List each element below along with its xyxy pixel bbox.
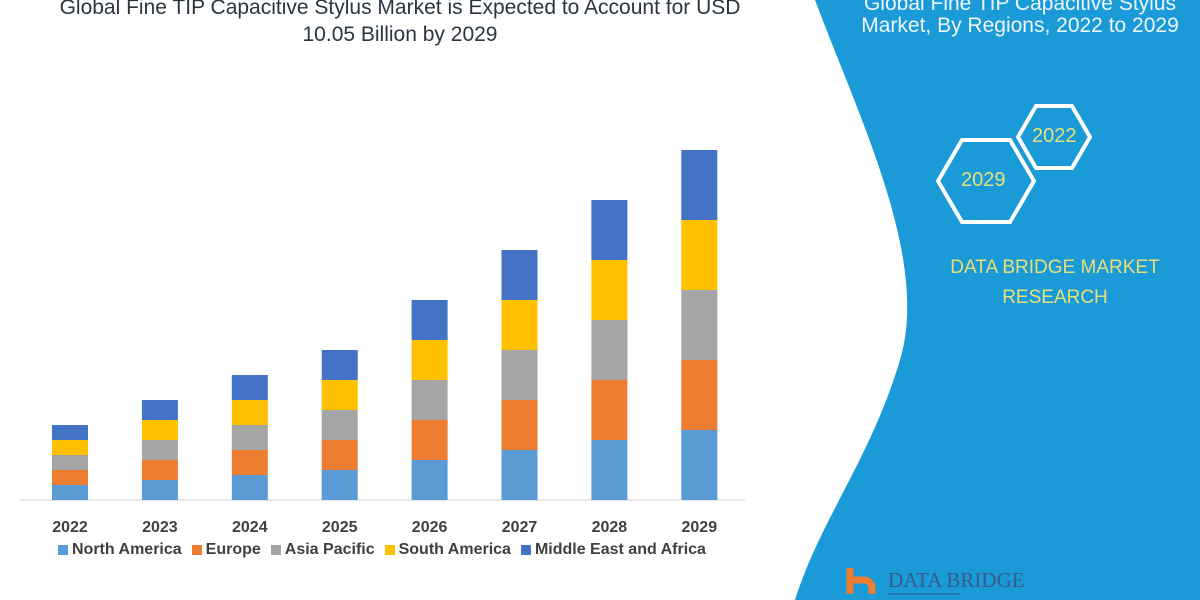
blue-side-panel: [795, 0, 1200, 600]
bar-segment: [411, 460, 448, 500]
legend-item: Asia Pacific: [270, 541, 375, 559]
legend-item: Middle East and Africa: [520, 541, 706, 559]
legend-label: South America: [398, 541, 511, 558]
legend-item: South America: [384, 541, 511, 559]
bar-segment: [681, 290, 718, 360]
logo-text: DATA BRIDGE: [888, 568, 1025, 592]
plot-area: 2022 2023 2024 2025 2026 2027 2028 2029: [20, 150, 745, 536]
bar-segment: [231, 450, 268, 475]
bar-segment: [321, 440, 358, 470]
brand-line2: RESEARCH: [1002, 287, 1108, 308]
legend-swatch: [384, 545, 395, 555]
bar-segment: [411, 340, 448, 380]
bar-segment: [411, 300, 448, 340]
legend: North America Europe Asia Pacific South …: [58, 541, 706, 559]
bar-segment: [141, 460, 178, 480]
bar-segment: [52, 440, 88, 455]
brand-line1: DATA BRIDGE MARKET: [950, 257, 1160, 278]
legend-label: Asia Pacific: [284, 541, 375, 558]
bar-segment: [321, 410, 358, 440]
hexagon-2022: [1015, 104, 1093, 170]
bar-segment: [52, 425, 88, 440]
bar-segment: [141, 420, 178, 440]
legend-swatch: [191, 545, 202, 555]
legend-swatch: [58, 545, 68, 555]
bar-segment: [141, 400, 178, 420]
bar-segment: [591, 440, 628, 500]
bar-segment: [501, 300, 538, 350]
hex-label-2022: 2022: [1032, 125, 1077, 147]
side-title-line2: Market, By Regions, 2022 to 2029: [861, 14, 1179, 37]
bar-segment: [591, 320, 628, 380]
bar-segment: [411, 420, 448, 460]
bar-segment: [501, 450, 538, 500]
bar-segment: [321, 380, 358, 410]
legend-swatch: [270, 545, 281, 555]
x-tick-label: 2025: [322, 519, 358, 536]
bar-segment: [231, 425, 268, 450]
bar-segment: [231, 475, 268, 500]
bar-segment: [231, 400, 268, 425]
legend-swatch: [520, 545, 531, 555]
bar-segment: [411, 380, 448, 420]
x-tick-label: 2022: [52, 519, 88, 536]
bar-segment: [591, 200, 628, 260]
logo-mark: [846, 568, 876, 594]
bar-segment: [52, 455, 88, 470]
bar-segment: [501, 250, 538, 300]
bar-segment: [52, 470, 88, 485]
bar-segment: [681, 150, 718, 220]
x-tick-label: 2027: [502, 519, 538, 536]
bar-segment: [681, 360, 718, 430]
bar-segment: [141, 440, 178, 460]
bar-segment: [501, 400, 538, 450]
hexagon-2029: [935, 138, 1037, 224]
chart-title-line2: 10.05 Billion by 2029: [302, 23, 498, 46]
bar-segment: [681, 220, 718, 290]
legend-label: North America: [72, 541, 182, 558]
bar-segment: [591, 380, 628, 440]
x-tick-label: 2028: [592, 519, 628, 536]
bar-segment: [501, 350, 538, 400]
legend-label: Middle East and Africa: [534, 541, 706, 558]
chart-title-line1: Global Fine TIP Capacitive Stylus Market…: [59, 0, 741, 19]
bar-segment: [681, 430, 718, 500]
legend-item: North America: [58, 541, 182, 559]
bar-segment: [321, 350, 358, 380]
bar-segment: [141, 480, 178, 500]
x-tick-label: 2026: [412, 519, 448, 536]
bar-segment: [591, 260, 628, 320]
x-tick-label: 2029: [682, 519, 718, 536]
legend-item: Europe: [191, 541, 261, 559]
x-tick-label: 2024: [232, 519, 268, 536]
legend-label: Europe: [205, 541, 261, 558]
hex-label-2029: 2029: [961, 169, 1006, 191]
bar-segment: [52, 485, 88, 500]
x-tick-label: 2023: [142, 519, 178, 536]
side-title-line1: Global Fine TIP Capacitive Stylus: [863, 0, 1177, 15]
bar-segment: [321, 470, 358, 500]
bar-segment: [231, 375, 268, 400]
